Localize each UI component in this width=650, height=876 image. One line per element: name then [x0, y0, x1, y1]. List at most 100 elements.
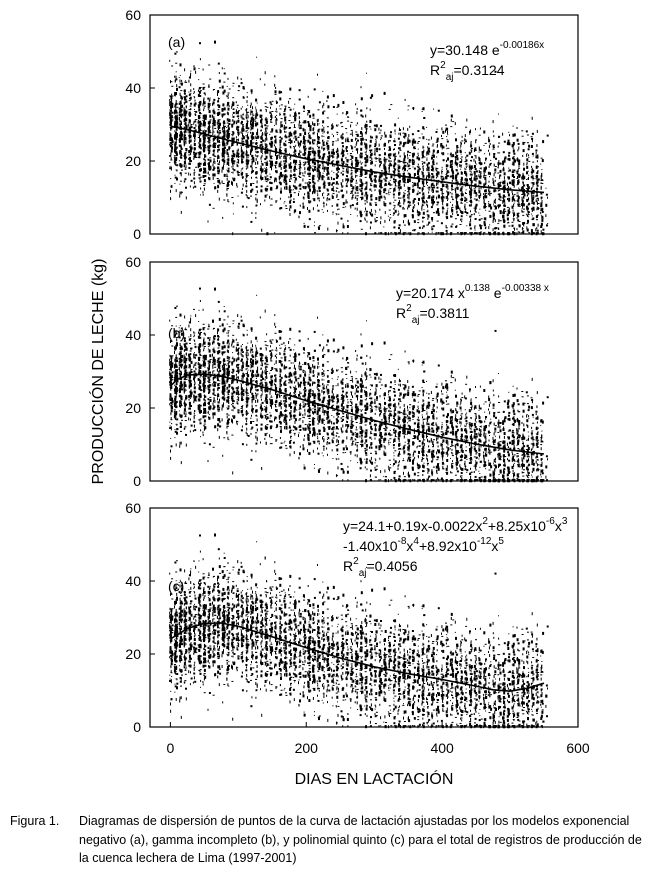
data-point: [174, 158, 175, 160]
data-point: [511, 179, 513, 182]
data-point: [521, 194, 524, 195]
data-point: [390, 164, 393, 167]
data-point: [265, 181, 268, 183]
data-point: [171, 125, 173, 127]
data-point: [203, 101, 206, 105]
data-point: [308, 165, 311, 168]
data-point: [475, 203, 478, 206]
data-point: [341, 195, 344, 199]
data-point: [175, 158, 178, 162]
data-point: [493, 163, 495, 167]
data-point: [360, 86, 362, 89]
data-point: [176, 137, 178, 140]
data-point: [455, 205, 457, 209]
data-point: [236, 104, 239, 106]
data-point: [304, 135, 306, 137]
data-point: [366, 210, 368, 214]
data-point: [175, 75, 177, 79]
data-point: [179, 63, 182, 67]
data-point: [341, 185, 343, 187]
data-point: [226, 111, 228, 115]
data-point: [532, 185, 534, 188]
data-point: [342, 168, 344, 170]
data-point: [402, 207, 404, 209]
data-point: [226, 85, 228, 87]
data-point: [350, 129, 353, 131]
data-point: [223, 155, 225, 159]
data-point: [227, 101, 230, 105]
data-point: [361, 196, 364, 200]
data-point: [459, 149, 462, 152]
data-point: [175, 123, 178, 125]
data-point: [445, 185, 447, 188]
data-point: [208, 64, 211, 66]
data-point: [342, 225, 345, 229]
data-point: [449, 153, 451, 156]
data-point: [536, 187, 539, 191]
data-point: [193, 169, 195, 172]
data-point: [190, 89, 192, 93]
data-point: [402, 145, 405, 148]
data-point: [321, 157, 323, 160]
data-point: [340, 189, 343, 192]
data-point: [384, 170, 387, 173]
data-point: [484, 183, 487, 185]
data-point: [513, 152, 516, 155]
data-point: [465, 198, 467, 201]
data-point: [266, 138, 268, 141]
data-point: [498, 182, 500, 183]
data-point: [179, 109, 182, 113]
data-point: [313, 171, 314, 173]
data-point: [399, 161, 402, 162]
data-point: [378, 179, 381, 183]
data-point: [408, 139, 411, 143]
data-point: [427, 178, 429, 180]
data-point: [455, 179, 458, 182]
data-point: [185, 80, 187, 82]
data-point: [350, 174, 352, 176]
data-point: [427, 209, 429, 212]
data-point: [366, 194, 369, 197]
data-point: [256, 56, 258, 58]
data-point: [179, 83, 182, 85]
data-point: [181, 79, 183, 82]
data-point: [526, 161, 528, 163]
data-point: [170, 98, 172, 100]
data-point: [194, 99, 196, 102]
data-point: [280, 104, 283, 106]
data-point: [493, 173, 495, 177]
data-point: [461, 193, 464, 197]
data-point: [418, 212, 421, 215]
data-point: [523, 184, 526, 187]
data-point: [169, 103, 171, 106]
data-point: [427, 170, 430, 172]
data-point: [170, 108, 172, 112]
data-point: [366, 72, 367, 74]
data-point: [289, 200, 292, 204]
data-point: [250, 165, 253, 168]
data-point: [445, 212, 448, 216]
data-point: [523, 142, 526, 144]
data-point: [242, 135, 244, 138]
data-point: [337, 208, 340, 210]
data-point: [242, 86, 245, 89]
data-point: [317, 192, 319, 194]
data-point: [488, 232, 490, 234]
data-point: [217, 148, 220, 151]
data-point: [351, 188, 353, 190]
data-point: [404, 208, 405, 210]
data-point: [436, 183, 438, 186]
data-point: [313, 168, 316, 171]
data-point: [208, 152, 210, 155]
data-point: [399, 184, 401, 186]
data-point: [307, 166, 310, 170]
data-point: [427, 147, 430, 151]
data-point: [260, 126, 263, 128]
data-point: [471, 149, 473, 153]
data-point: [469, 227, 472, 230]
data-point: [198, 156, 201, 159]
data-point: [302, 138, 304, 140]
data-point: [407, 191, 410, 193]
data-point: [322, 132, 324, 134]
data-point: [179, 151, 182, 155]
